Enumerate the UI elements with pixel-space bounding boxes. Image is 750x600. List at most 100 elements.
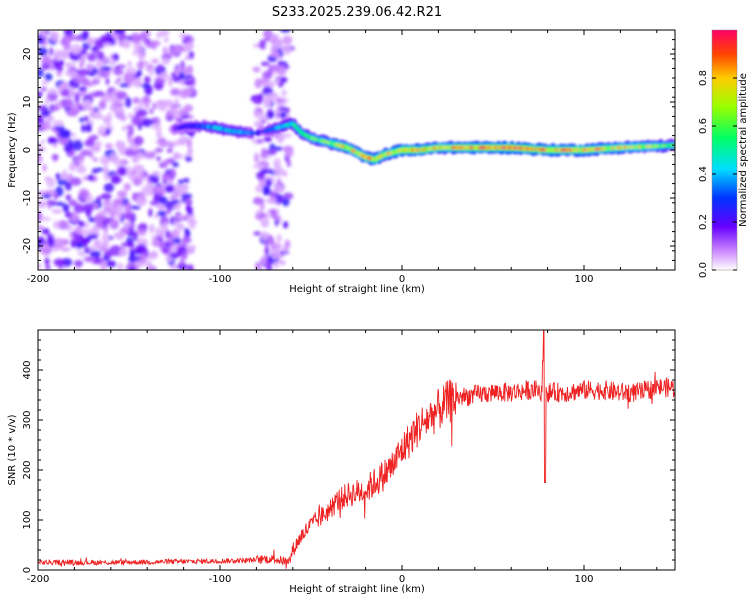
noise-blob [159, 196, 168, 205]
noise-blob [282, 192, 294, 200]
noise-blob [149, 223, 155, 234]
noise-blob [46, 91, 58, 102]
noise-blob [79, 117, 85, 123]
noise-blob [113, 68, 124, 76]
noise-blob [284, 133, 293, 138]
noise-blob [93, 90, 105, 97]
y-tick-label: 0 [22, 147, 33, 153]
noise-blob [156, 79, 166, 84]
y-tick-label: -10 [22, 190, 33, 206]
noise-blob [176, 223, 185, 231]
noise-blob [182, 185, 189, 194]
noise-blob [73, 203, 85, 214]
noise-blob [58, 129, 71, 139]
noise-blob [91, 224, 99, 236]
noise-blob [265, 80, 276, 88]
noise-blob [184, 55, 191, 61]
noise-blob [71, 35, 84, 41]
noise-blob [186, 264, 194, 270]
snr-series [38, 330, 675, 569]
noise-blob [276, 233, 282, 244]
noise-blob [178, 71, 185, 78]
noise-blob [83, 237, 89, 248]
noise-blob [147, 151, 156, 159]
noise-blob [38, 225, 44, 231]
noise-blob [107, 95, 114, 102]
noise-blob [128, 125, 134, 136]
noise-blob [253, 231, 262, 236]
noise-blob [156, 156, 161, 162]
noise-blob [78, 188, 90, 199]
noise-blob [104, 143, 114, 149]
noise-blob [274, 146, 283, 151]
noise-blob [144, 104, 150, 110]
noise-blob [41, 216, 51, 222]
noise-blob [40, 139, 46, 145]
noise-blob [49, 104, 60, 112]
y-tick-label: 20 [22, 48, 33, 61]
noise-blob [83, 81, 95, 87]
noise-blob [165, 209, 172, 215]
noise-blob [282, 198, 290, 207]
noise-blob [276, 112, 281, 119]
noise-blob [45, 264, 51, 270]
noise-blob [113, 231, 126, 240]
noise-blob [79, 54, 85, 66]
noise-blob [109, 104, 118, 112]
noise-blob [57, 220, 69, 230]
noise-blob [159, 71, 169, 81]
noise-blob [38, 236, 46, 247]
noise-blob [38, 46, 48, 57]
y-tick-label: -20 [22, 238, 33, 254]
noise-blob [152, 170, 161, 176]
noise-blob [177, 108, 189, 116]
noise-blob [70, 52, 81, 62]
noise-blob [85, 197, 92, 203]
noise-blob [172, 161, 179, 168]
noise-blob [142, 95, 151, 104]
noise-blob [189, 84, 196, 90]
noise-blob [169, 252, 180, 259]
noise-blob [182, 88, 195, 96]
noise-blob [170, 216, 175, 226]
noise-blob [133, 41, 143, 52]
noise-blob [73, 103, 80, 110]
noise-blob [262, 86, 273, 97]
noise-blob [89, 144, 101, 153]
snr-ticks: -200 -100 0 100 0 100 200 300 400 [22, 329, 675, 585]
noise-blob [50, 138, 59, 143]
x-tick-label: -200 [27, 574, 50, 585]
noise-blob [271, 249, 281, 260]
noise-blob [46, 115, 55, 122]
noise-blob [103, 175, 111, 181]
colorbar-frame [711, 29, 738, 271]
noise-blob [124, 201, 132, 212]
noise-blob [68, 199, 78, 207]
noise-blob [185, 156, 193, 162]
noise-blob [277, 60, 284, 66]
y-tick-label: 100 [22, 510, 33, 529]
noise-blob [105, 127, 111, 135]
noise-blob [279, 259, 286, 266]
noise-blob [264, 245, 270, 257]
noise-blob [143, 75, 151, 84]
noise-blob [123, 221, 131, 229]
noise-blob [148, 266, 154, 270]
colorbar-tick-label: 0.2 [698, 214, 709, 230]
noise-blob [74, 75, 86, 84]
noise-blob [98, 100, 107, 110]
noise-blob [255, 184, 264, 193]
noise-blob [60, 247, 71, 252]
noise-blob [61, 257, 73, 267]
noise-blob [252, 197, 265, 205]
noise-blob [116, 190, 128, 198]
noise-blob [117, 165, 127, 176]
noise-blob [277, 55, 283, 61]
noise-blob [177, 262, 188, 270]
noise-blob [133, 135, 144, 146]
noise-blob [44, 96, 50, 106]
noise-blob [184, 227, 189, 234]
noise-blob [60, 88, 72, 97]
y-tick-label: 0 [22, 567, 33, 573]
noise-blob [100, 66, 112, 71]
